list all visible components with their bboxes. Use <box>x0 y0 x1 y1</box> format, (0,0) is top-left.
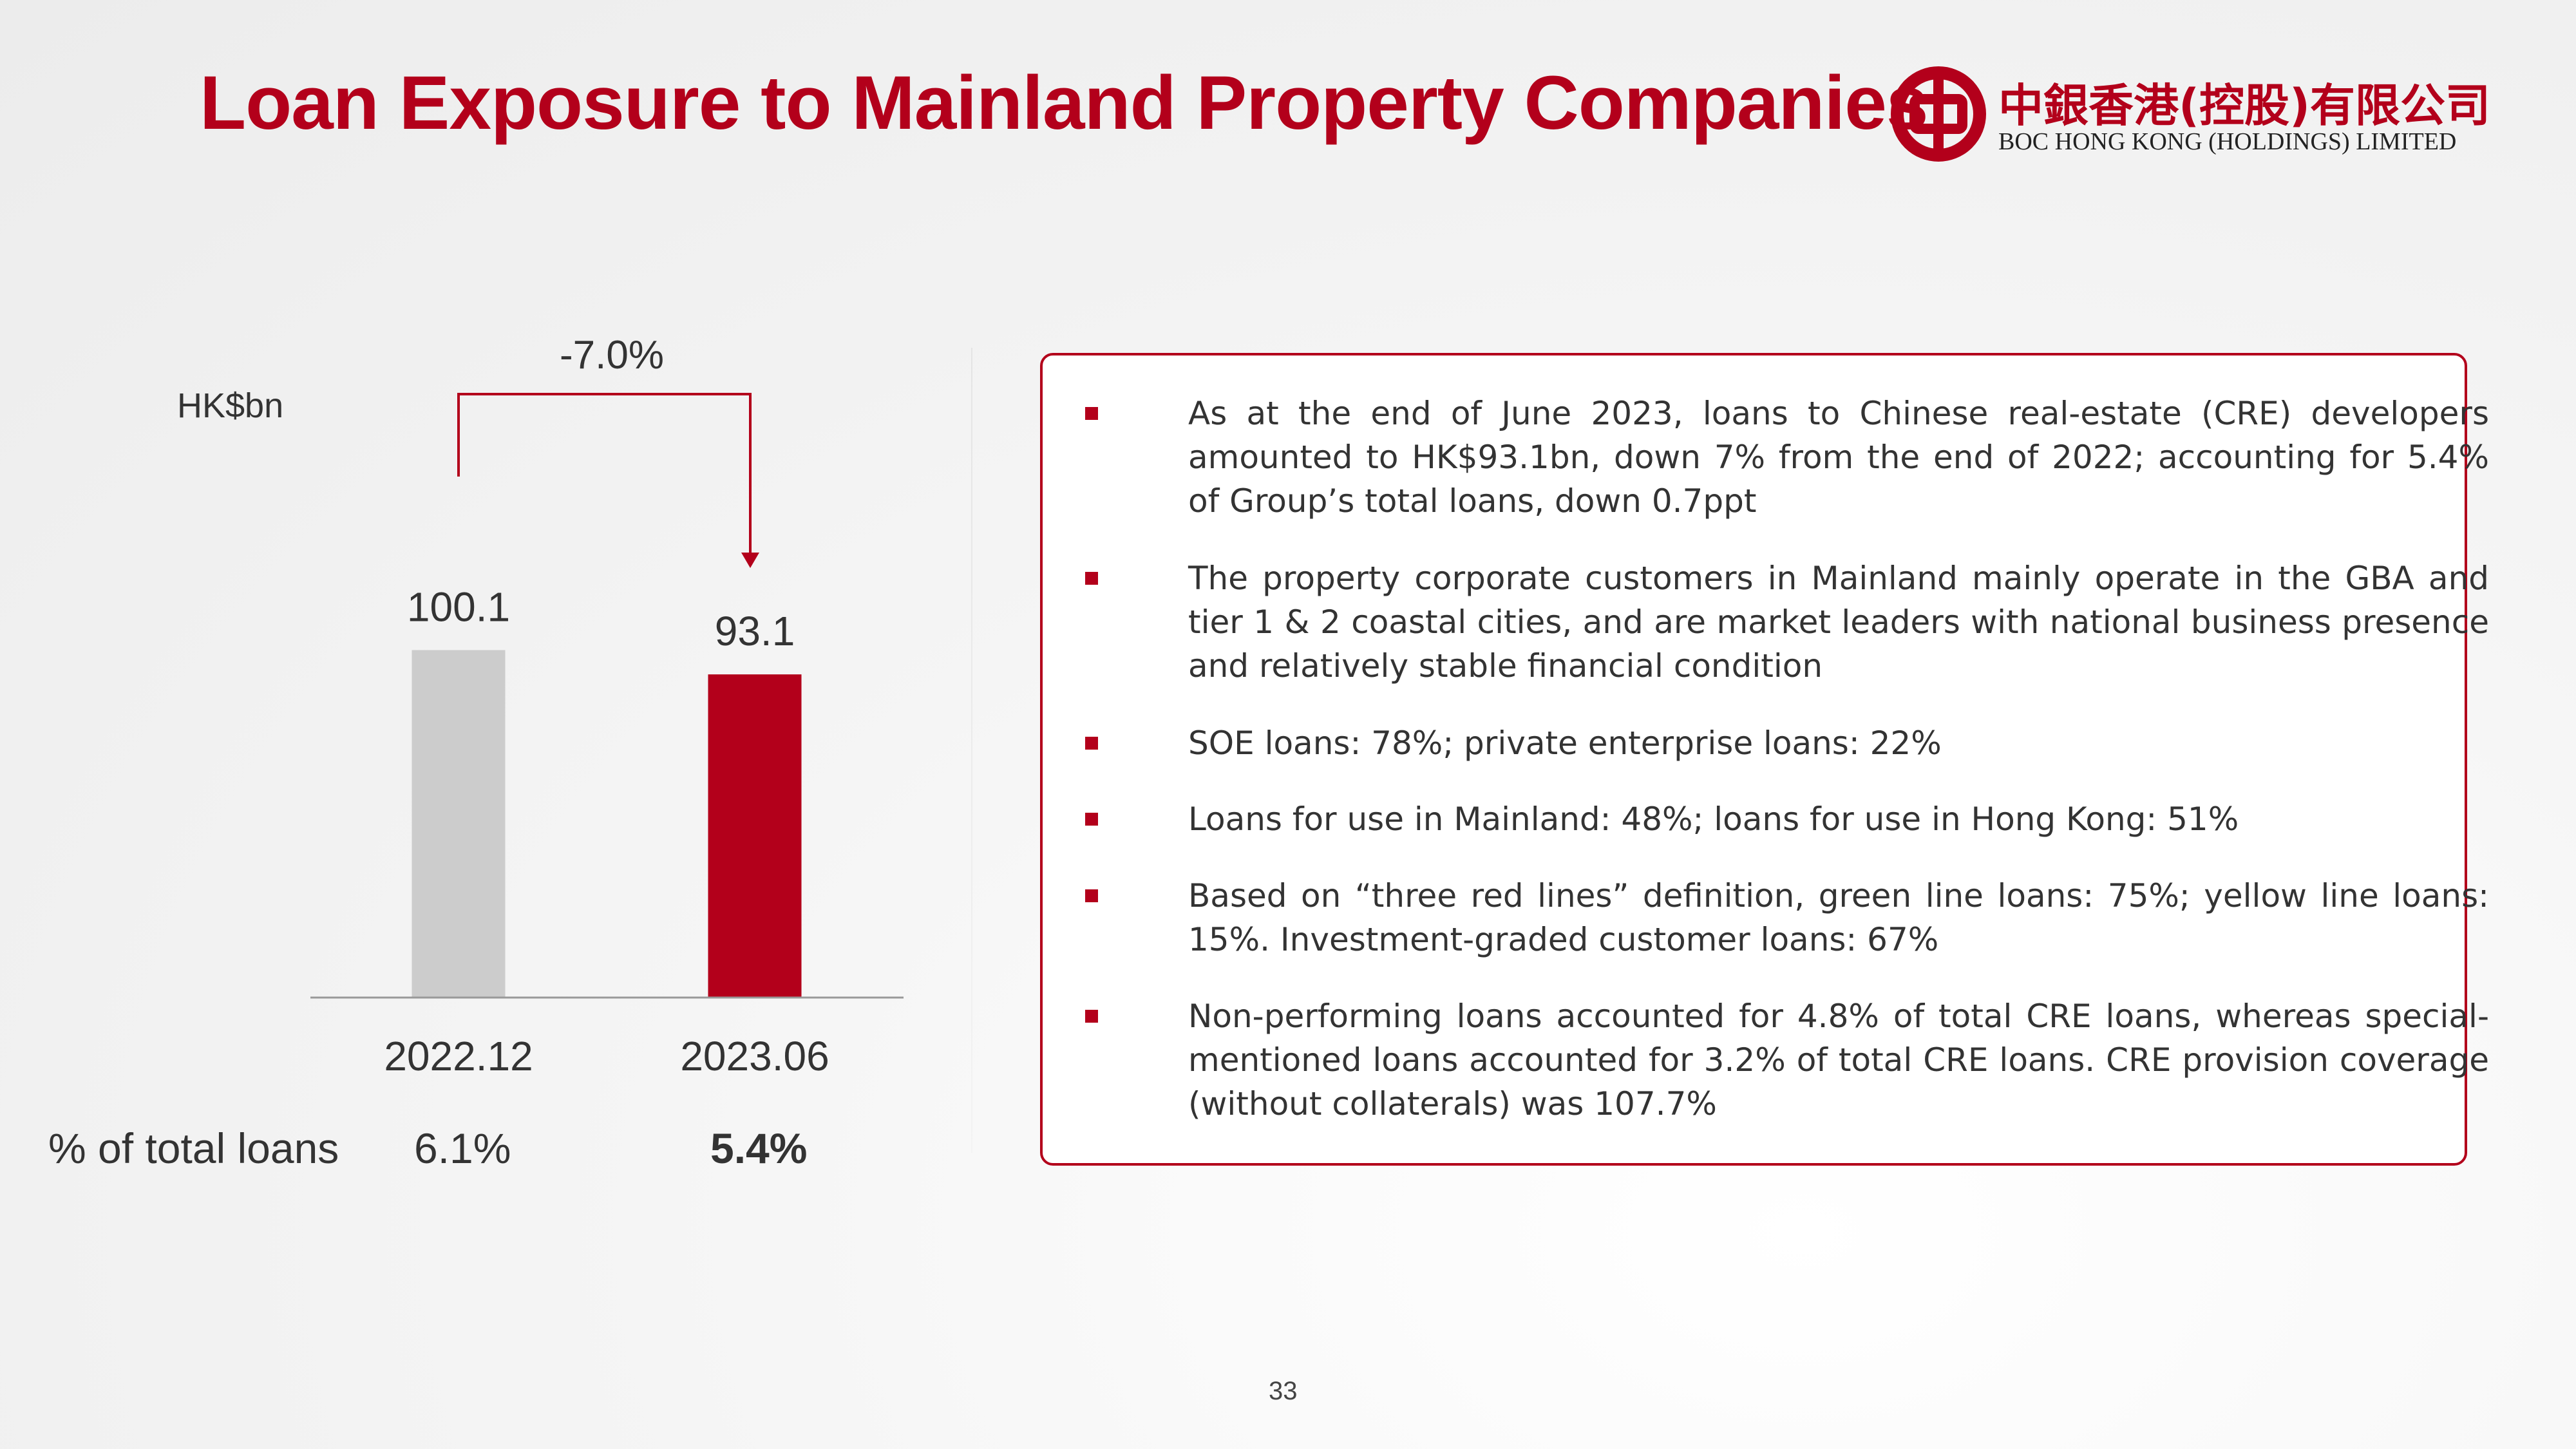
pct-total-loans-value: 6.1% <box>414 1124 511 1172</box>
company-logo: 中銀香港(控股)有限公司 BOC HONG KONG (HOLDINGS) LI… <box>1890 66 2490 169</box>
bar-value-label: 93.1 <box>715 608 795 654</box>
bullet-text: The property corporate customers in Main… <box>1188 560 2489 685</box>
bullet-square-icon <box>1085 889 1098 902</box>
bullet-square-icon <box>1085 813 1098 826</box>
key-points-panel: As at the end of June 2023, loans to Chi… <box>1040 353 2489 1166</box>
section-divider <box>971 348 972 1153</box>
page-number: 33 <box>1269 1377 1298 1405</box>
loan-exposure-bar-chart: HK$bn -7.0% 100.1 2022.12 93.1 2023.06 <box>177 333 904 1079</box>
bullet-text: Loans for use in Mainland: 48%; loans fo… <box>1188 800 2239 838</box>
x-tick-label: 2023.06 <box>680 1033 829 1079</box>
bullet-item: SOE loans: 78%; private enterprise loans… <box>1085 721 2399 765</box>
logo-name-english: BOC HONG KONG (HOLDINGS) LIMITED <box>1998 128 2457 155</box>
pct-total-loans-value: 5.4% <box>710 1124 808 1172</box>
bullet-item: Loans for use in Mainland: 48%; loans fo… <box>1085 797 2399 841</box>
unit-label: HK$bn <box>177 386 283 425</box>
arrow-down-icon <box>741 553 759 568</box>
bar-2022.12 <box>412 650 506 998</box>
boc-logo-icon <box>1891 66 1986 162</box>
bullet-item: As at the end of June 2023, loans to Chi… <box>1085 392 2489 523</box>
page-title: Loan Exposure to Mainland Property Compa… <box>200 61 1929 146</box>
bullet-text: SOE loans: 78%; private enterprise loans… <box>1188 724 1942 762</box>
bar-2023.06 <box>708 674 802 998</box>
bullet-square-icon <box>1085 737 1098 750</box>
x-tick-label: 2022.12 <box>384 1033 533 1079</box>
logo-name-chinese: 中銀香港(控股)有限公司 <box>1998 79 2490 132</box>
bullet-item: Based on “three red lines” definition, g… <box>1085 874 2489 961</box>
bar-value-label: 100.1 <box>407 583 510 630</box>
change-annotation: -7.0% <box>560 333 664 377</box>
bullet-text: As at the end of June 2023, loans to Chi… <box>1188 395 2489 520</box>
change-bracket-line <box>457 393 752 553</box>
bullet-item: Non-performing loans accounted for 4.8% … <box>1085 994 2489 1126</box>
bullet-square-icon <box>1085 572 1098 585</box>
pct-total-loans-label: % of total loans <box>48 1124 339 1172</box>
bullet-text: Based on “three red lines” definition, g… <box>1188 877 2489 958</box>
bullet-text: Non-performing loans accounted for 4.8% … <box>1188 998 2489 1122</box>
bullet-square-icon <box>1085 407 1098 420</box>
bullet-item: The property corporate customers in Main… <box>1085 556 2489 688</box>
bullet-square-icon <box>1085 1010 1098 1023</box>
